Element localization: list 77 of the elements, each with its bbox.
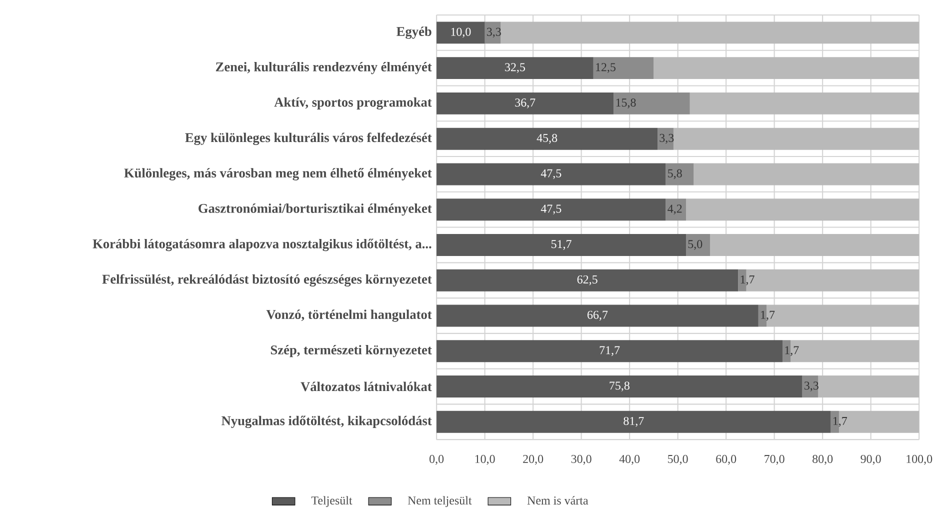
bar <box>593 56 654 79</box>
legend-label: Nem teljesült <box>408 496 472 507</box>
data-label: 1,7 <box>785 346 799 356</box>
bar <box>686 198 920 220</box>
x-tick-label: 0,0 <box>430 454 444 465</box>
x-tick-label: 20,0 <box>523 454 544 465</box>
bar <box>436 375 802 398</box>
y-tick-label: Korábbi látogatásomra alapozva nosztalgikus időtöltést, a... <box>92 238 432 251</box>
bar <box>690 92 920 114</box>
x-tick-label: 70,0 <box>764 454 784 465</box>
data-label: 62,5 <box>577 275 598 285</box>
data-label: 47,5 <box>540 204 562 214</box>
bar <box>436 234 686 256</box>
y-tick-label: Felfrissülést, rekreálódást biztosító egészséges környezetet <box>102 274 432 286</box>
data-label: 47,5 <box>540 169 562 179</box>
data-label: 71,7 <box>600 346 620 356</box>
bar <box>614 92 690 114</box>
data-label: 75,8 <box>610 381 630 392</box>
y-tick-label: Gasztronómiai/borturisztikai élményeket <box>198 203 432 216</box>
y-tick-label: Nyugalmas időtöltést, kikapcsolódást <box>222 415 432 428</box>
bar <box>436 92 614 114</box>
x-tick-label: 60,0 <box>716 454 736 465</box>
data-label: 66,7 <box>588 310 608 320</box>
data-label: 3,3 <box>804 381 818 392</box>
data-label: 15,8 <box>616 98 636 108</box>
data-label: 81,7 <box>624 416 644 427</box>
x-tick-label: 100,0 <box>906 454 932 465</box>
x-tick-label: 50,0 <box>668 454 688 465</box>
bar <box>436 162 666 185</box>
data-label: 1,7 <box>761 310 775 320</box>
x-tick-label: 30,0 <box>571 454 592 465</box>
x-tick-label: 10,0 <box>475 454 495 465</box>
bar <box>436 56 594 79</box>
data-label: 5,0 <box>688 240 702 250</box>
data-label: 51,7 <box>551 240 572 250</box>
data-label: 1,7 <box>740 275 754 285</box>
bar <box>436 21 485 44</box>
y-tick-label: Aktív, sportos programokat <box>274 97 432 110</box>
x-tick-label: 40,0 <box>619 454 640 465</box>
data-label: 3,3 <box>486 28 501 38</box>
bar <box>694 162 920 185</box>
data-label: 36,7 <box>515 98 536 108</box>
bar <box>436 128 658 150</box>
y-tick-label: Egyéb <box>396 26 432 39</box>
bar <box>686 234 710 256</box>
data-label: 5,8 <box>668 169 682 179</box>
bar <box>436 304 758 326</box>
bar <box>436 410 831 433</box>
y-tick-label: Szép, természeti környezetet <box>270 344 432 357</box>
y-tick-label: Vonzó, történelmi hangulatot <box>266 309 432 322</box>
bar <box>654 56 920 79</box>
data-label: 3,3 <box>660 134 674 144</box>
data-label: 12,5 <box>596 62 616 73</box>
bar <box>818 375 920 398</box>
bar <box>673 128 920 150</box>
y-tick-label: Változatos látnivalókat <box>300 382 432 391</box>
bar <box>666 162 694 185</box>
data-label: 10,0 <box>451 28 471 38</box>
x-tick-label: 80,0 <box>812 454 833 465</box>
data-label: 32,5 <box>505 62 526 73</box>
legend-label: Nem is várta <box>527 496 588 504</box>
data-label: 45,8 <box>536 134 558 144</box>
y-tick-label: Egy különleges kulturális város felfedezését <box>185 132 432 145</box>
y-tick-label: Zenei, kulturális rendezvény élményét <box>216 62 432 74</box>
bar <box>710 234 920 256</box>
bar <box>658 128 674 150</box>
data-label: 4,2 <box>668 204 682 214</box>
bar <box>802 375 818 398</box>
bar <box>500 21 920 44</box>
x-tick-label: 90,0 <box>860 454 881 465</box>
bar <box>436 340 783 362</box>
data-label: 1,7 <box>833 416 848 427</box>
y-tick-label: Különleges, más városban meg nem élhető élményeket <box>124 168 432 180</box>
bar <box>436 269 738 292</box>
bar <box>666 198 686 220</box>
legend-label: Teljesült <box>311 496 352 507</box>
bar <box>436 198 666 220</box>
